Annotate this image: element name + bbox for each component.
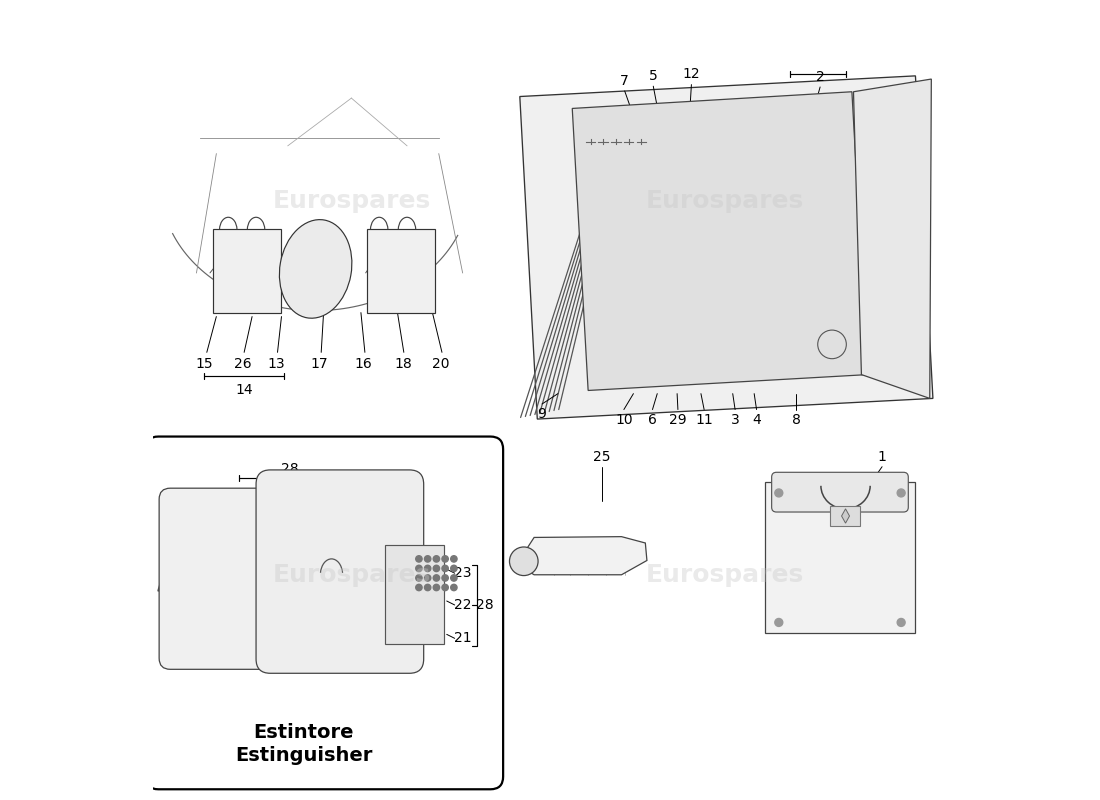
Text: 5: 5 xyxy=(649,69,658,83)
Polygon shape xyxy=(524,537,647,574)
FancyBboxPatch shape xyxy=(764,482,915,633)
Circle shape xyxy=(774,489,783,497)
Text: 23: 23 xyxy=(454,566,472,580)
Text: Eurospares: Eurospares xyxy=(646,190,804,214)
Text: 6: 6 xyxy=(648,413,657,427)
Text: Estintore: Estintore xyxy=(253,722,354,742)
Text: 22: 22 xyxy=(256,493,274,507)
Text: 4: 4 xyxy=(752,413,761,427)
Circle shape xyxy=(451,566,458,571)
Text: 24: 24 xyxy=(294,493,311,507)
Circle shape xyxy=(433,556,440,562)
Circle shape xyxy=(774,618,783,626)
Ellipse shape xyxy=(279,220,352,318)
Circle shape xyxy=(509,547,538,575)
Circle shape xyxy=(425,584,431,590)
Text: 21: 21 xyxy=(454,631,472,646)
Text: 14: 14 xyxy=(235,382,253,397)
Circle shape xyxy=(433,566,440,571)
Text: 19: 19 xyxy=(176,498,194,513)
Circle shape xyxy=(425,556,431,562)
Circle shape xyxy=(416,574,422,581)
Circle shape xyxy=(425,566,431,571)
Text: 7: 7 xyxy=(620,74,629,88)
Text: 26: 26 xyxy=(233,358,252,371)
Circle shape xyxy=(451,574,458,581)
Text: Eurospares: Eurospares xyxy=(646,562,804,586)
Text: 13: 13 xyxy=(267,358,285,371)
Circle shape xyxy=(416,566,422,571)
Text: Eurospares: Eurospares xyxy=(273,190,430,214)
Circle shape xyxy=(416,584,422,590)
FancyBboxPatch shape xyxy=(160,488,285,670)
Circle shape xyxy=(416,556,422,562)
Text: 12: 12 xyxy=(683,67,701,82)
FancyBboxPatch shape xyxy=(367,229,434,313)
Text: 1: 1 xyxy=(878,450,887,464)
Text: 27: 27 xyxy=(332,493,350,507)
FancyBboxPatch shape xyxy=(256,470,424,674)
Text: 25: 25 xyxy=(593,450,611,464)
Text: 9: 9 xyxy=(538,407,547,422)
Circle shape xyxy=(442,566,449,571)
Circle shape xyxy=(451,584,458,590)
Text: 28: 28 xyxy=(476,598,494,612)
Circle shape xyxy=(442,556,449,562)
FancyBboxPatch shape xyxy=(385,545,444,644)
Circle shape xyxy=(433,574,440,581)
Text: 16: 16 xyxy=(354,358,372,371)
Text: 17: 17 xyxy=(311,358,329,371)
Circle shape xyxy=(442,574,449,581)
Circle shape xyxy=(442,584,449,590)
Text: 10: 10 xyxy=(615,413,632,427)
Text: 21: 21 xyxy=(229,493,246,507)
Circle shape xyxy=(898,618,905,626)
Text: 20: 20 xyxy=(432,358,450,371)
Text: 15: 15 xyxy=(196,358,213,371)
FancyBboxPatch shape xyxy=(772,472,909,512)
Text: 2: 2 xyxy=(816,70,825,84)
Polygon shape xyxy=(572,92,868,390)
FancyBboxPatch shape xyxy=(213,229,280,313)
Circle shape xyxy=(898,489,905,497)
Circle shape xyxy=(433,584,440,590)
Polygon shape xyxy=(854,79,932,398)
Text: 3: 3 xyxy=(730,413,739,427)
Circle shape xyxy=(425,574,431,581)
Text: 29: 29 xyxy=(669,413,686,427)
Text: Estinguisher: Estinguisher xyxy=(235,746,373,766)
Text: Eurospares: Eurospares xyxy=(273,562,430,586)
FancyBboxPatch shape xyxy=(145,437,503,790)
Text: 28: 28 xyxy=(282,462,299,476)
Circle shape xyxy=(451,556,458,562)
Text: 11: 11 xyxy=(695,413,713,427)
Text: 8: 8 xyxy=(792,413,801,427)
Text: 22: 22 xyxy=(454,598,472,612)
FancyBboxPatch shape xyxy=(830,506,860,526)
Polygon shape xyxy=(520,76,933,419)
Text: 18: 18 xyxy=(394,358,411,371)
Polygon shape xyxy=(842,509,849,523)
